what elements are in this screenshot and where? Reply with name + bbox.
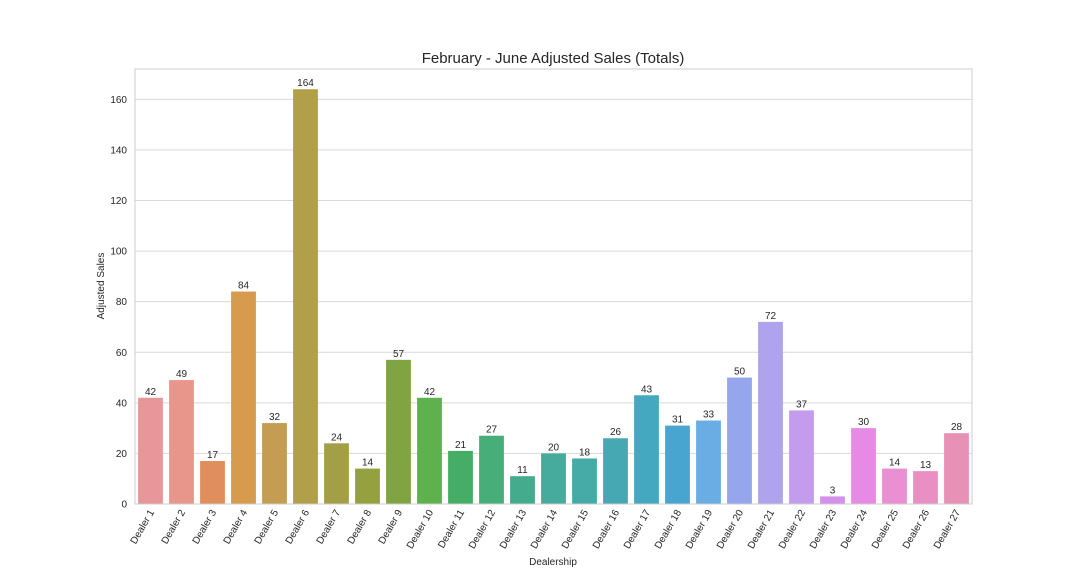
bar <box>293 89 318 505</box>
bar-value-label: 57 <box>393 349 405 360</box>
bar-value-label: 24 <box>331 432 343 443</box>
bar <box>634 395 659 504</box>
bar <box>355 468 380 504</box>
bar <box>231 291 256 504</box>
y-tick-label: 160 <box>110 95 127 106</box>
bar <box>603 438 628 504</box>
x-tick-label: Dealer 10 <box>405 508 436 551</box>
bar <box>882 468 907 504</box>
chart-title: February - June Adjusted Sales (Totals) <box>422 50 685 67</box>
bars: 42 49 17 84 32 164 24 14 57 42 21 27 11 20 18 26 43 31 33 5… <box>138 78 969 505</box>
y-tick-label: 0 <box>121 500 127 511</box>
bar-value-label: 164 <box>297 78 314 89</box>
bar <box>510 476 535 504</box>
y-tick-label: 120 <box>110 196 127 207</box>
x-tick-label: Dealer 16 <box>591 508 622 551</box>
bar-value-label: 27 <box>486 425 498 436</box>
bar <box>541 453 566 504</box>
x-tick-label: Dealer 6 <box>284 508 313 547</box>
bar <box>200 461 225 504</box>
bar <box>417 397 442 504</box>
bar-value-label: 42 <box>145 387 157 398</box>
bar <box>572 458 597 504</box>
bar-value-label: 28 <box>951 422 963 433</box>
bar <box>727 377 752 504</box>
bar-value-label: 33 <box>703 410 715 421</box>
x-tick-label: Dealer 12 <box>467 508 498 551</box>
x-tick-label: Dealer 7 <box>315 508 344 547</box>
bar <box>665 425 690 504</box>
x-tick-label: Dealer 23 <box>808 508 839 551</box>
bar <box>479 435 504 504</box>
x-tick-label: Dealer 14 <box>529 508 560 551</box>
bar-value-label: 43 <box>641 384 653 395</box>
y-tick-label: 100 <box>110 247 127 258</box>
x-tick-label: Dealer 13 <box>498 508 529 551</box>
bar <box>789 410 814 504</box>
y-tick-label: 40 <box>116 398 128 409</box>
bar-value-label: 14 <box>889 458 901 469</box>
bar <box>696 420 721 504</box>
x-axis-label: Dealership <box>529 557 577 568</box>
bar-value-label: 3 <box>830 485 836 496</box>
bar <box>851 428 876 504</box>
bar <box>913 471 938 504</box>
plot-frame <box>134 68 973 505</box>
bar-value-label: 31 <box>672 415 684 426</box>
bar-value-label: 11 <box>517 465 528 476</box>
x-tick-label: Dealer 8 <box>346 508 375 547</box>
x-tick-label: Dealer 25 <box>870 508 901 551</box>
bar <box>758 321 783 504</box>
y-axis-ticks: 0 20 40 60 80 100 120 140 160 <box>110 95 127 511</box>
bar <box>386 359 411 504</box>
bar <box>169 380 194 504</box>
x-tick-label: Dealer 17 <box>622 508 653 551</box>
x-tick-label: Dealer 15 <box>560 508 591 551</box>
x-tick-label: Dealer 26 <box>901 508 932 551</box>
x-tick-label: Dealer 18 <box>653 508 684 551</box>
x-tick-label: Dealer 11 <box>436 508 467 551</box>
x-tick-label: Dealer 19 <box>684 508 715 551</box>
bar-value-label: 18 <box>579 447 591 458</box>
x-axis-ticks: Dealer 1 Dealer 2 Dealer 3 Dealer 4 Dealer 5… <box>129 508 964 551</box>
bar <box>820 496 845 504</box>
bar-value-label: 72 <box>765 311 777 322</box>
x-tick-label: Dealer 22 <box>777 508 808 551</box>
x-tick-label: Dealer 5 <box>253 508 282 547</box>
bar-value-label: 20 <box>548 442 560 453</box>
y-tick-label: 20 <box>116 449 128 460</box>
bar-value-label: 37 <box>796 399 808 410</box>
y-tick-label: 60 <box>116 348 128 359</box>
x-tick-label: Dealer 9 <box>377 508 406 547</box>
x-tick-label: Dealer 21 <box>746 508 777 551</box>
x-tick-label: Dealer 1 <box>129 508 158 547</box>
bar-value-label: 26 <box>610 427 622 438</box>
bar <box>262 423 287 504</box>
y-tick-label: 140 <box>110 145 127 156</box>
bar-value-label: 30 <box>858 417 870 428</box>
bar <box>324 443 349 504</box>
bar-value-label: 21 <box>455 440 467 451</box>
bar-value-label: 84 <box>238 281 250 292</box>
x-tick-label: Dealer 3 <box>191 508 220 547</box>
bar-value-label: 49 <box>176 369 188 380</box>
y-axis-label: Adjusted Sales <box>96 253 107 320</box>
bar-value-label: 42 <box>424 387 436 398</box>
bar-value-label: 17 <box>207 450 219 461</box>
x-tick-label: Dealer 4 <box>222 508 251 547</box>
x-tick-label: Dealer 2 <box>160 508 189 547</box>
y-tick-label: 80 <box>116 297 128 308</box>
bar <box>138 397 163 504</box>
bar-value-label: 32 <box>269 412 281 423</box>
bar <box>448 450 473 504</box>
bar <box>944 433 969 504</box>
bar-value-label: 14 <box>362 458 374 469</box>
x-tick-label: Dealer 24 <box>839 508 870 551</box>
bar-value-label: 50 <box>734 367 746 378</box>
x-tick-label: Dealer 27 <box>932 508 963 551</box>
x-tick-label: Dealer 20 <box>715 508 746 551</box>
bar-value-label: 13 <box>920 460 932 471</box>
